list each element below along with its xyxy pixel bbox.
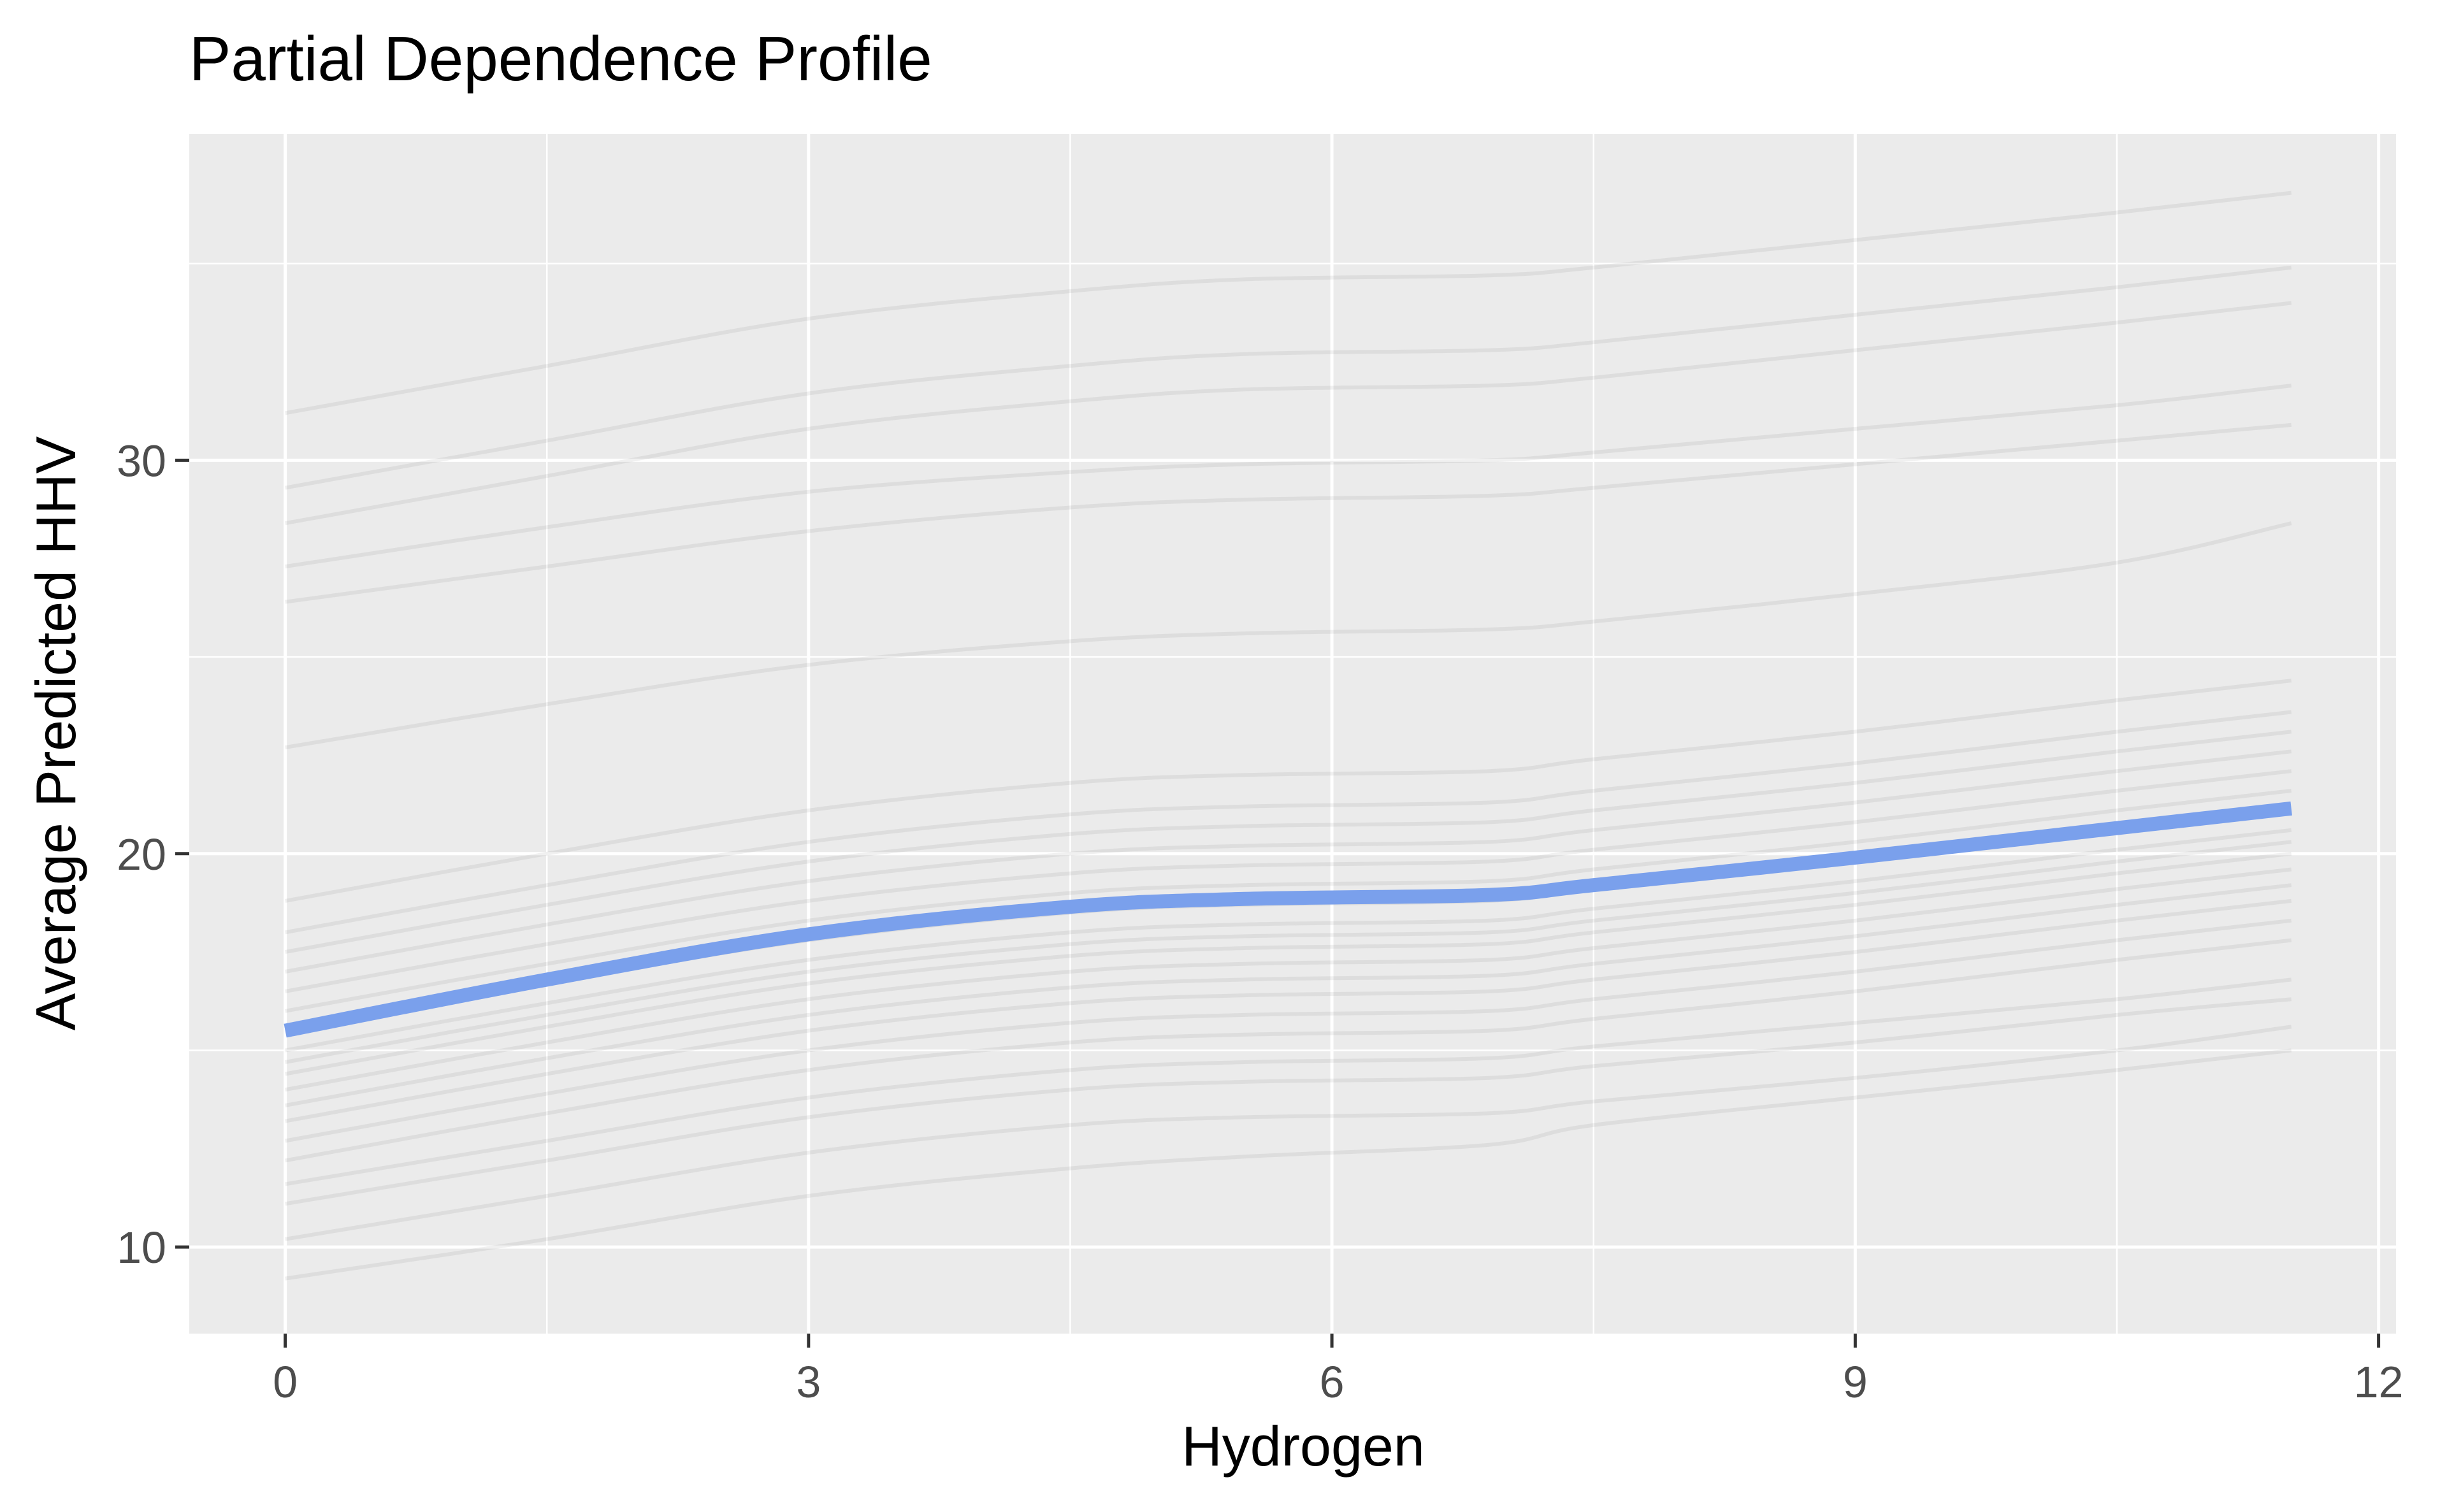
average-profile-line bbox=[284, 801, 2292, 1038]
x-axis-title: Hydrogen bbox=[1181, 1415, 1425, 1478]
ice-curve bbox=[285, 938, 2292, 1163]
ice-curve bbox=[285, 867, 2292, 1092]
average-profile-series bbox=[284, 801, 2292, 1038]
ice-curve bbox=[285, 898, 2292, 1123]
ice-curve bbox=[285, 1025, 2292, 1241]
ice-curve bbox=[285, 710, 2292, 935]
y-tick-label: 20 bbox=[117, 830, 166, 879]
ice-curve bbox=[285, 384, 2292, 569]
x-axis: 0 3 6 9 12 bbox=[273, 1334, 2404, 1407]
y-axis-title: Average Predicted HHV bbox=[24, 436, 87, 1030]
ice-curve bbox=[285, 1048, 2292, 1281]
minor-gridlines bbox=[189, 134, 2396, 1334]
y-tick-label: 10 bbox=[117, 1223, 166, 1272]
ice-curve bbox=[285, 191, 2292, 415]
ice-curve bbox=[285, 422, 2292, 604]
ice-curve bbox=[285, 679, 2292, 903]
y-tick-label: 30 bbox=[117, 436, 166, 486]
ice-curve bbox=[285, 301, 2292, 526]
ice-curve bbox=[285, 840, 2292, 1064]
ice-curve bbox=[285, 918, 2292, 1143]
chart-title: Partial Dependence Profile bbox=[189, 24, 932, 94]
ice-curve bbox=[285, 851, 2292, 1076]
ice-curve bbox=[285, 749, 2292, 974]
ice-curve bbox=[285, 828, 2292, 1053]
x-tick-label: 12 bbox=[2354, 1357, 2404, 1407]
y-axis: 10 20 30 bbox=[117, 436, 189, 1272]
x-tick-label: 3 bbox=[796, 1357, 821, 1407]
ice-curve bbox=[285, 521, 2292, 750]
major-gridlines bbox=[189, 134, 2396, 1334]
plot-panel bbox=[189, 134, 2396, 1334]
ice-curve bbox=[285, 977, 2292, 1186]
x-tick-label: 9 bbox=[1843, 1357, 1868, 1407]
x-tick-label: 0 bbox=[273, 1357, 298, 1407]
ice-curve bbox=[285, 730, 2292, 954]
ice-curve bbox=[285, 997, 2292, 1206]
ice-curve bbox=[285, 883, 2292, 1107]
x-tick-label: 6 bbox=[1320, 1357, 1345, 1407]
ice-curve bbox=[285, 265, 2292, 490]
ice-curve bbox=[285, 769, 2292, 993]
ice-curve bbox=[285, 789, 2292, 1013]
